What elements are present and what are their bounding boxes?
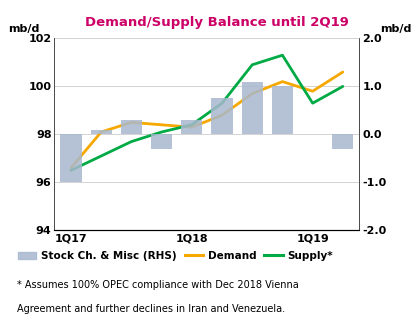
Bar bbox=[332, 134, 354, 149]
Bar bbox=[242, 82, 263, 134]
Text: Demand/Supply Balance until 2Q19: Demand/Supply Balance until 2Q19 bbox=[85, 16, 349, 29]
Bar bbox=[181, 120, 202, 134]
Legend: Stock Ch. & Misc (RHS), Demand, Supply*: Stock Ch. & Misc (RHS), Demand, Supply* bbox=[13, 247, 337, 265]
Bar bbox=[272, 86, 293, 134]
Bar bbox=[151, 134, 172, 149]
Text: Agreement and further declines in Iran and Venezuela.: Agreement and further declines in Iran a… bbox=[17, 304, 285, 314]
Text: * Assumes 100% OPEC compliance with Dec 2018 Vienna: * Assumes 100% OPEC compliance with Dec … bbox=[17, 280, 298, 290]
Bar bbox=[121, 120, 142, 134]
Bar bbox=[212, 98, 232, 134]
Text: mb/d: mb/d bbox=[380, 24, 412, 34]
Bar bbox=[60, 134, 82, 182]
Text: mb/d: mb/d bbox=[8, 24, 40, 34]
Bar bbox=[91, 130, 112, 134]
